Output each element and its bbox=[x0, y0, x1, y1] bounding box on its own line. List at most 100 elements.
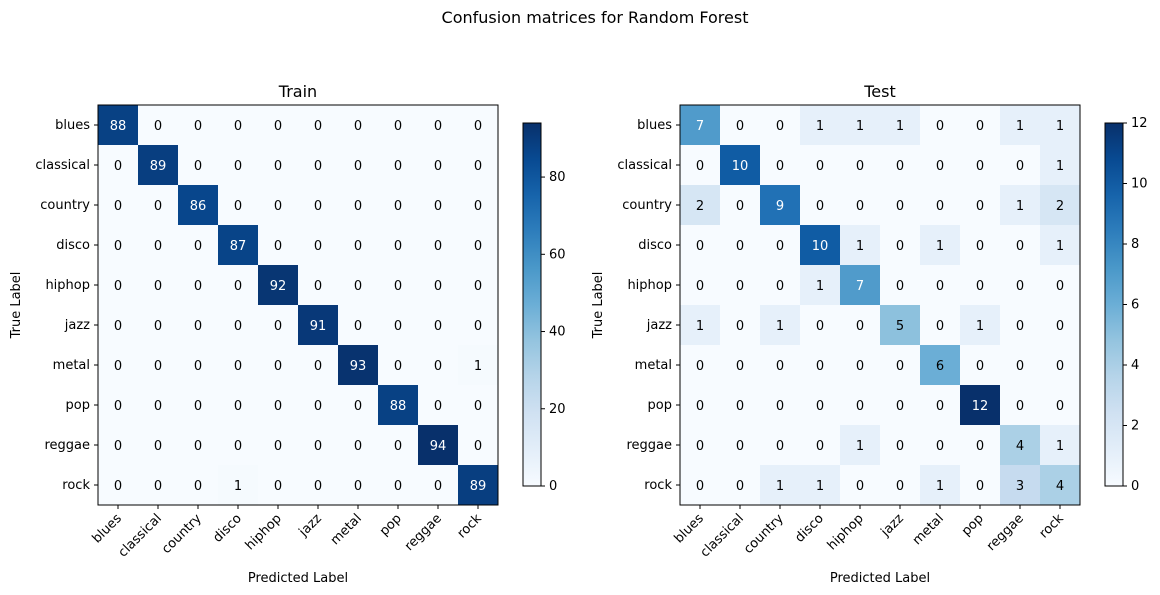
test-cell-label: 3 bbox=[1016, 479, 1024, 494]
test-xtick-label: rock bbox=[1037, 511, 1068, 542]
test-xtick-label: jazz bbox=[878, 511, 907, 540]
train-cell bbox=[178, 105, 218, 145]
test-cell-label: 0 bbox=[696, 239, 704, 254]
test-cell bbox=[720, 145, 760, 185]
train-cell bbox=[98, 185, 138, 225]
train-colorbar-tick-label: 20 bbox=[549, 402, 566, 417]
train-cell bbox=[458, 145, 498, 185]
test-cell-label: 0 bbox=[816, 159, 824, 174]
test-cell-label: 0 bbox=[1016, 159, 1024, 174]
train-cell-label: 0 bbox=[234, 359, 242, 374]
train-cell bbox=[218, 265, 258, 305]
train-ytick-label: blues bbox=[55, 118, 90, 133]
train-ytick-label: hiphop bbox=[45, 278, 90, 293]
test-cell-label: 0 bbox=[1016, 279, 1024, 294]
train-cell bbox=[458, 305, 498, 345]
train-cell bbox=[138, 225, 178, 265]
train-cell-label: 0 bbox=[154, 359, 162, 374]
test-cell bbox=[1000, 145, 1040, 185]
test-cell-label: 7 bbox=[856, 279, 864, 294]
test-cell bbox=[960, 185, 1000, 225]
test-cell bbox=[1000, 425, 1040, 465]
train-cell bbox=[338, 265, 378, 305]
test-cell-label: 7 bbox=[696, 119, 704, 134]
test-colorbar-tick-label: 8 bbox=[1131, 237, 1139, 252]
test-cell bbox=[720, 105, 760, 145]
test-cell-label: 0 bbox=[896, 359, 904, 374]
test-cell-label: 6 bbox=[936, 359, 944, 374]
train-ytick-label: rock bbox=[62, 478, 90, 493]
test-cell bbox=[1040, 265, 1080, 305]
train-cell-label: 0 bbox=[354, 199, 362, 214]
train-cell-label: 0 bbox=[314, 399, 322, 414]
train-cell bbox=[178, 185, 218, 225]
test-ytick-label: rock bbox=[644, 478, 672, 493]
test-cell bbox=[680, 305, 720, 345]
test-cell bbox=[880, 185, 920, 225]
test-xtick-label: classical bbox=[698, 511, 747, 560]
train-cell-label: 0 bbox=[234, 279, 242, 294]
train-ytick-label: disco bbox=[56, 238, 90, 253]
train-cell-label: 91 bbox=[310, 319, 327, 334]
train-xtick-label: hiphop bbox=[243, 511, 285, 553]
test-cell bbox=[1000, 385, 1040, 425]
train-cell bbox=[138, 185, 178, 225]
train-cell-label: 0 bbox=[394, 359, 402, 374]
test-cell bbox=[960, 305, 1000, 345]
train-xtick-label: disco bbox=[210, 511, 244, 545]
test-cell bbox=[840, 265, 880, 305]
test-cell bbox=[1000, 105, 1040, 145]
train-cell bbox=[298, 145, 338, 185]
test-cell-label: 1 bbox=[856, 239, 864, 254]
train-cell-label: 0 bbox=[114, 399, 122, 414]
test-cell-label: 0 bbox=[776, 399, 784, 414]
train-cell bbox=[178, 305, 218, 345]
train-cell bbox=[338, 105, 378, 145]
test-cell bbox=[680, 265, 720, 305]
test-cell bbox=[920, 305, 960, 345]
train-cell bbox=[258, 425, 298, 465]
test-cell bbox=[960, 105, 1000, 145]
train-xtick-label: country bbox=[159, 511, 205, 557]
train-cell-label: 0 bbox=[154, 199, 162, 214]
test-cell bbox=[840, 425, 880, 465]
test-colorbar-tick-label: 0 bbox=[1131, 479, 1139, 494]
test-cell bbox=[800, 465, 840, 505]
test-cell bbox=[880, 225, 920, 265]
test-colorbar-tick-label: 4 bbox=[1131, 358, 1139, 373]
test-cell bbox=[720, 425, 760, 465]
test-cell bbox=[920, 465, 960, 505]
test-cell-label: 0 bbox=[736, 119, 744, 134]
train-cell bbox=[378, 145, 418, 185]
train-cell-label: 0 bbox=[314, 159, 322, 174]
test-colorbar-tick-label: 10 bbox=[1131, 177, 1148, 192]
test-cell bbox=[880, 105, 920, 145]
figure-title: Confusion matrices for Random Forest bbox=[441, 8, 749, 27]
train-cell bbox=[218, 225, 258, 265]
test-cell-label: 5 bbox=[896, 319, 904, 334]
test-cell-label: 0 bbox=[776, 159, 784, 174]
train-cell-label: 0 bbox=[314, 119, 322, 134]
test-cell bbox=[720, 225, 760, 265]
test-cell bbox=[920, 345, 960, 385]
test-cell-label: 1 bbox=[696, 319, 704, 334]
train-cell bbox=[378, 425, 418, 465]
test-cell bbox=[840, 185, 880, 225]
test-cell-label: 4 bbox=[1016, 439, 1024, 454]
test-cell bbox=[880, 145, 920, 185]
train-cell-label: 0 bbox=[154, 399, 162, 414]
train-cell-label: 0 bbox=[194, 399, 202, 414]
train-ytick-label: reggae bbox=[44, 438, 90, 453]
test-cell bbox=[960, 465, 1000, 505]
test-cell bbox=[1040, 145, 1080, 185]
train-cell-label: 0 bbox=[234, 319, 242, 334]
test-cell-label: 2 bbox=[1056, 199, 1064, 214]
test-cell bbox=[800, 265, 840, 305]
test-cell-label: 1 bbox=[936, 479, 944, 494]
train-cell-label: 0 bbox=[394, 159, 402, 174]
train-cell bbox=[258, 465, 298, 505]
train-cell-label: 0 bbox=[434, 119, 442, 134]
train-colorbar-tick-label: 0 bbox=[549, 479, 557, 494]
test-cell bbox=[920, 105, 960, 145]
